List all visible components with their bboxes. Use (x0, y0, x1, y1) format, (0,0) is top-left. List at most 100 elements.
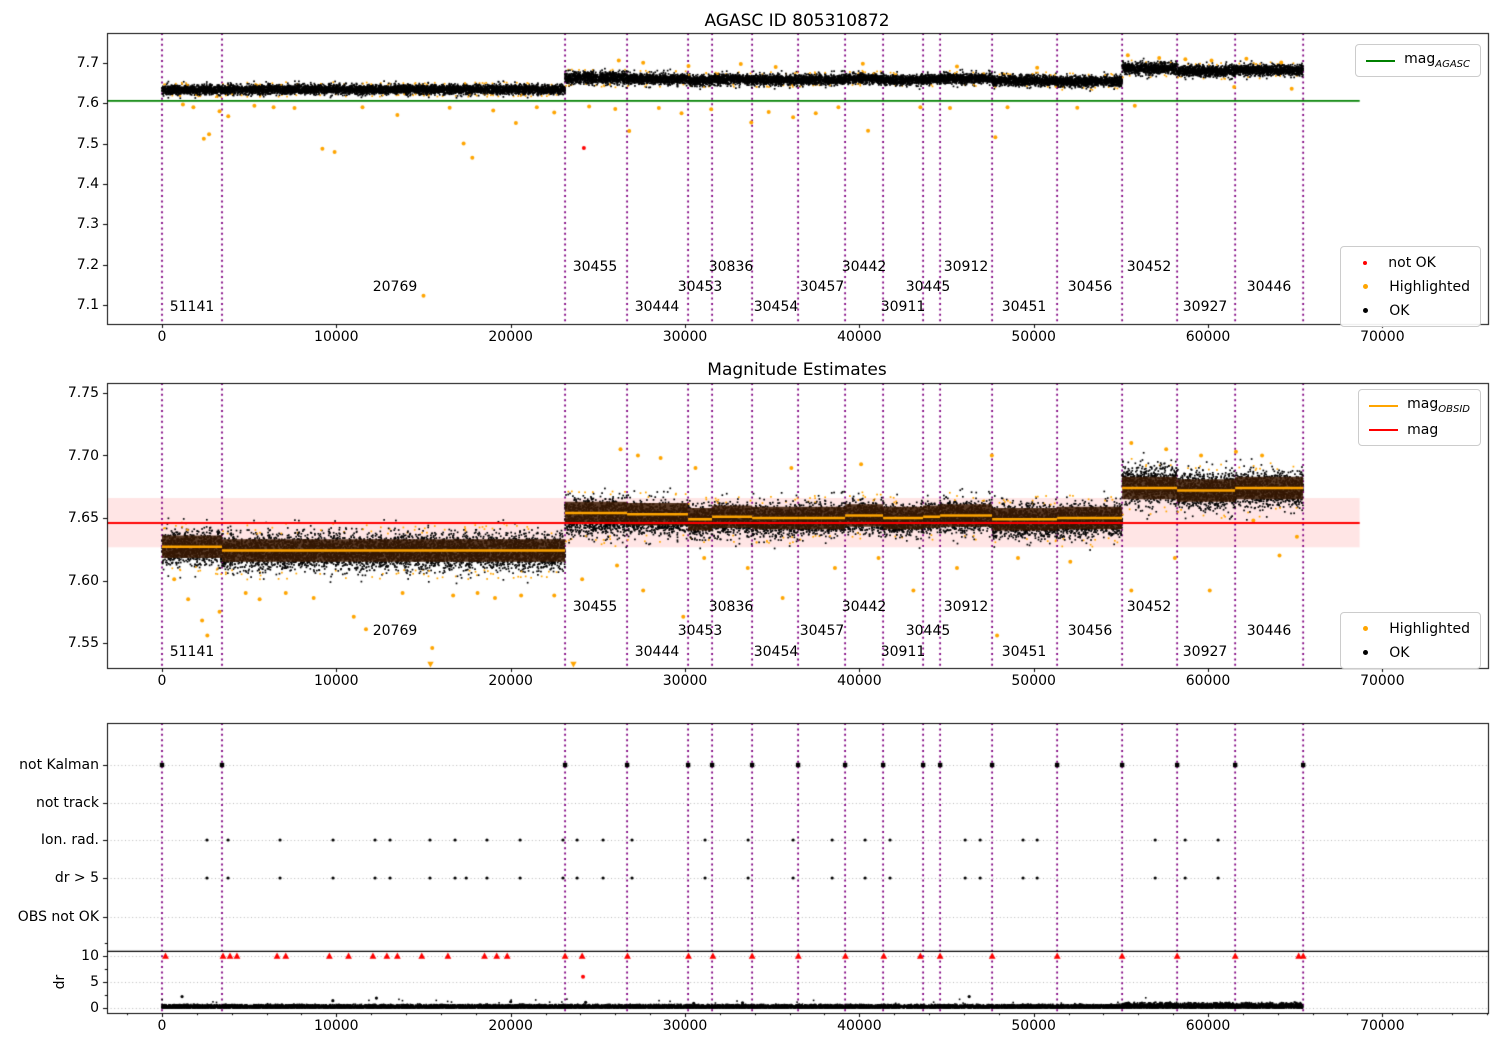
obsid-label: 30454 (753, 299, 799, 316)
dr-tick-label: 10 (81, 948, 99, 964)
x-tick-label: 60000 (1185, 329, 1231, 345)
y-tick-label: 7.5 (76, 135, 99, 152)
x-tick-label: 20000 (488, 329, 533, 345)
x-tick-label: 70000 (1360, 329, 1405, 345)
obsid-label: 30453 (677, 278, 723, 295)
obsid-label: 30457 (799, 622, 845, 639)
obsid-label: 30927 (1182, 643, 1228, 660)
obsid-label: 30451 (1001, 643, 1047, 660)
legend-row: Highlighted (1351, 618, 1470, 639)
obsid-label: 51141 (169, 643, 215, 660)
obsid-label: 30456 (1067, 278, 1113, 295)
x-tick-label: 20000 (488, 1018, 533, 1034)
category-tick-label: Ion. rad. (40, 832, 99, 848)
obsid-label: 30452 (1126, 598, 1172, 615)
y-tick-label: 7.7 (76, 54, 99, 71)
dr-tick-label: 5 (90, 974, 99, 990)
legend-middle-markers: Highlighted OK (1340, 612, 1481, 669)
legend-row: magOBSID (1369, 395, 1470, 416)
obsid-label: 51141 (169, 299, 215, 316)
mag-agasc-line-sample (1366, 59, 1396, 62)
x-tick-label: 20000 (488, 673, 533, 689)
obsid-label: 30444 (634, 643, 680, 660)
x-tick-label: 0 (157, 673, 167, 689)
category-tick-label: dr > 5 (54, 870, 99, 886)
category-tick-label: not track (35, 795, 99, 811)
y-tick-label: 7.1 (76, 297, 99, 314)
obsid-label: 30456 (1067, 622, 1113, 639)
dr-tick-label: 0 (90, 1000, 99, 1016)
y-tick-label: 7.6 (76, 95, 99, 112)
y-tick-label: 7.2 (76, 256, 99, 273)
top-plot-title: AGASC ID 805310872 (704, 11, 890, 31)
y-tick-label: 7.3 (76, 216, 99, 233)
x-tick-label: 40000 (837, 1018, 882, 1034)
x-tick-label: 60000 (1185, 1018, 1231, 1034)
obsid-label: 30444 (634, 299, 680, 316)
legend-row: mag (1369, 419, 1470, 440)
obsid-label: 30912 (943, 259, 989, 276)
mag-obsid-line-sample (1369, 404, 1399, 407)
middle-plot-title: Magnitude Estimates (707, 360, 887, 380)
obsid-label: 30911 (880, 299, 926, 316)
obsid-label: 30452 (1126, 259, 1172, 276)
legend-label-not-ok: not OK (1388, 254, 1436, 271)
x-tick-label: 50000 (1011, 1018, 1056, 1034)
obsid-label: 20769 (372, 278, 418, 295)
obsid-label: 30446 (1246, 278, 1292, 295)
legend-top-markers: not OK Highlighted OK (1340, 246, 1481, 327)
obsid-label: 30455 (572, 598, 618, 615)
x-tick-label: 50000 (1011, 329, 1056, 345)
legend-mag-obsid: magOBSID mag (1358, 389, 1481, 446)
y-tick-label: 7.4 (76, 175, 99, 192)
obsid-label: 30455 (572, 259, 618, 276)
ok-marker-icon (1363, 650, 1369, 655)
y-tick-label: 7.60 (67, 572, 99, 589)
legend-label-mag-obsid: magOBSID (1407, 396, 1470, 415)
obsid-label: 30911 (880, 643, 926, 660)
x-tick-label: 40000 (837, 673, 882, 689)
x-tick-label: 70000 (1360, 673, 1405, 689)
obsid-label: 20769 (372, 622, 418, 639)
legend-mag-agasc: magAGASC (1355, 44, 1481, 77)
obsid-label: 30445 (905, 622, 951, 639)
not-ok-marker-icon (1363, 260, 1368, 265)
highlighted-marker-icon (1363, 626, 1369, 631)
obsid-label: 30442 (841, 598, 887, 615)
x-tick-label: 10000 (314, 329, 359, 345)
x-tick-label: 30000 (662, 329, 708, 345)
obsid-label: 30442 (841, 259, 887, 276)
dr-axis-label: dr (52, 974, 68, 990)
obsid-label: 30451 (1001, 299, 1047, 316)
legend-label-mag-agasc: magAGASC (1404, 51, 1470, 70)
legend-row: OK (1351, 642, 1470, 663)
obsid-label: 30453 (677, 622, 723, 639)
mag-line-sample (1369, 428, 1399, 431)
legend-label-ok: OK (1389, 302, 1410, 319)
obsid-label: 30445 (905, 278, 951, 295)
highlighted-marker-icon (1363, 284, 1369, 289)
legend-label-mag: mag (1407, 421, 1439, 438)
legend-label-highlighted: Highlighted (1389, 278, 1470, 295)
y-tick-label: 7.65 (67, 510, 99, 526)
obsid-label: 30454 (753, 643, 799, 660)
legend-label-ok: OK (1389, 644, 1410, 661)
legend-row: Highlighted (1351, 276, 1470, 297)
legend-row: not OK (1351, 252, 1470, 273)
category-tick-label: not Kalman (19, 757, 99, 773)
obsid-label: 30457 (799, 278, 845, 295)
category-tick-label: OBS not OK (17, 909, 99, 925)
x-tick-label: 0 (157, 329, 167, 345)
x-tick-label: 30000 (662, 673, 708, 689)
x-tick-label: 40000 (837, 329, 882, 345)
legend-row: magAGASC (1366, 50, 1470, 71)
x-tick-label: 30000 (662, 1018, 708, 1034)
x-tick-label: 0 (157, 1018, 167, 1034)
x-tick-label: 10000 (314, 1018, 359, 1034)
obsid-label: 30836 (708, 259, 754, 276)
x-tick-label: 70000 (1360, 1018, 1405, 1034)
y-tick-label: 7.55 (67, 635, 99, 651)
y-tick-label: 7.75 (67, 385, 99, 401)
